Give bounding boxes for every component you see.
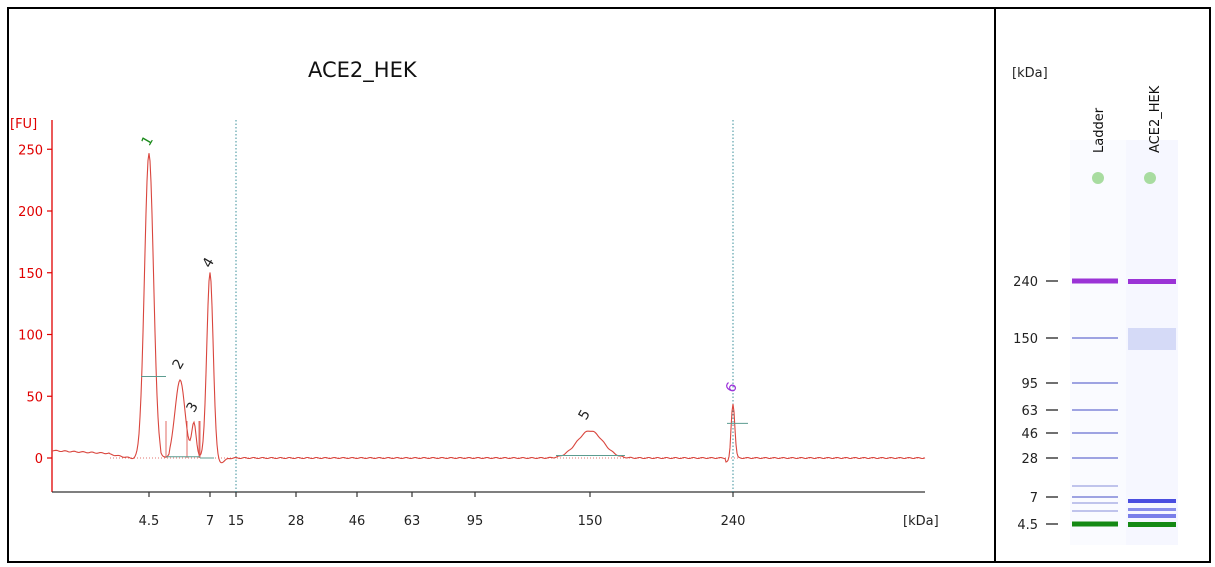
- sample-band-6: [1128, 508, 1176, 511]
- lane-label-sample: ACE2_HEK: [1148, 85, 1163, 153]
- gel-size-label: 95: [1021, 377, 1038, 392]
- sample-band-240: [1128, 279, 1176, 284]
- gel-size-label: 28: [1021, 452, 1038, 467]
- gel-size-label: 46: [1021, 427, 1038, 442]
- peak-label-5: 5: [576, 407, 594, 423]
- gel-size-label: 150: [1013, 332, 1038, 347]
- gel-size-label: 63: [1021, 404, 1038, 419]
- sample-band-4-5: [1128, 522, 1176, 527]
- ladder-band: [1072, 496, 1118, 498]
- peak-label-6: 6: [723, 380, 741, 396]
- peak-label-1: 1: [139, 133, 157, 149]
- lane-label-ladder: Ladder: [1092, 107, 1107, 153]
- ladder-band: [1072, 409, 1118, 411]
- y-tick-label: 250: [18, 143, 43, 158]
- ladder-band: [1072, 278, 1118, 284]
- ladder-band: [1072, 521, 1118, 527]
- y-tick-label: 100: [18, 329, 43, 344]
- electropherogram-trace: [51, 153, 926, 464]
- y-tick-label: 0: [35, 452, 43, 467]
- ladder-band: [1072, 457, 1118, 459]
- x-tick-label: 63: [404, 514, 421, 529]
- y-tick-label: 50: [26, 390, 43, 405]
- y-axis-label: [FU]: [10, 117, 37, 132]
- peak-label-4: 4: [200, 255, 218, 271]
- sample-band-5: [1128, 514, 1176, 518]
- x-tick-label: 7: [206, 514, 214, 529]
- ladder-band: [1072, 432, 1118, 434]
- gel-size-label: 240: [1013, 275, 1038, 290]
- figure-frame: [7, 7, 1211, 563]
- ladder-band-faint: [1072, 502, 1118, 504]
- x-tick-label: 46: [349, 514, 366, 529]
- panel-divider: [994, 7, 996, 563]
- sample-band-150-smear: [1128, 328, 1176, 350]
- peak-label-2: 2: [170, 356, 188, 372]
- x-tick-label: 15: [228, 514, 245, 529]
- ladder-band-faint: [1072, 510, 1118, 512]
- ladder-band: [1072, 337, 1118, 339]
- sample-band-7: [1128, 499, 1176, 503]
- x-tick-label: 150: [578, 514, 603, 529]
- y-tick-label: 150: [18, 267, 43, 282]
- gel-unit-label: [kDa]: [1012, 66, 1048, 81]
- ladder-band: [1072, 382, 1118, 384]
- x-axis-label: [kDa]: [903, 514, 939, 529]
- gel-size-label: 7: [1030, 491, 1038, 506]
- gel-size-label: 4.5: [1017, 518, 1038, 533]
- x-tick-label: 28: [288, 514, 305, 529]
- well-ladder: [1092, 172, 1104, 184]
- chart-title: ACE2_HEK: [308, 58, 417, 82]
- x-tick-label: 240: [721, 514, 746, 529]
- well-sample: [1144, 172, 1156, 184]
- peak-label-3: 3: [184, 400, 202, 416]
- ladder-band-faint: [1072, 485, 1118, 487]
- x-tick-label: 95: [467, 514, 484, 529]
- x-tick-label: 4.5: [139, 514, 160, 529]
- y-tick-label: 200: [18, 205, 43, 220]
